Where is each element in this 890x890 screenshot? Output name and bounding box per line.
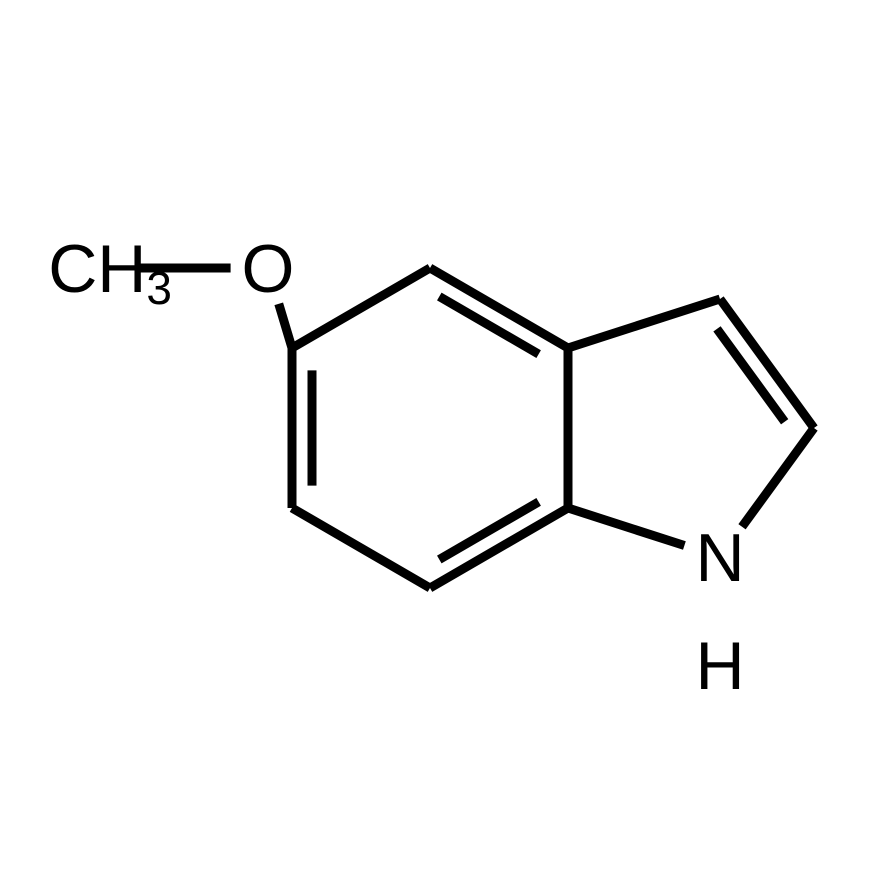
- atom-label-N7: N: [695, 520, 744, 596]
- atom-label-O10: O: [242, 231, 295, 307]
- molecule-diagram: N O CH3 H: [0, 0, 890, 890]
- atom-label-C11: CH3: [48, 231, 172, 314]
- atom-label-H_N: H: [695, 628, 744, 704]
